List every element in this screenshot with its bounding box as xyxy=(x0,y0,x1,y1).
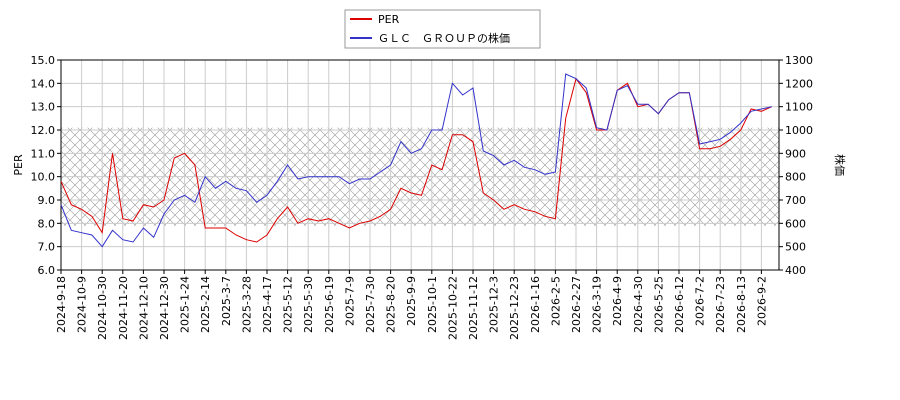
x-tick-label: 2026-3-19 xyxy=(591,276,604,333)
x-tick-label: 2025-7-30 xyxy=(364,276,377,333)
y2-tick-label: 800 xyxy=(785,171,806,184)
y2-tick-label: 1200 xyxy=(785,77,813,90)
y2-tick-label: 400 xyxy=(785,264,806,277)
y-tick-label: 8.0 xyxy=(38,217,56,230)
x-tick-label: 2024-9-18 xyxy=(55,276,68,333)
legend-label: ＧＬＣ ＧＲＯＵＰの株価 xyxy=(378,31,510,45)
y-tick-label: 10.0 xyxy=(31,171,56,184)
y2-tick-label: 900 xyxy=(785,147,806,160)
x-tick-label: 2025-8-20 xyxy=(385,276,398,333)
x-tick-label: 2025-5-12 xyxy=(282,276,295,333)
x-tick-label: 2025-6-19 xyxy=(323,276,336,333)
y-tick-label: 13.0 xyxy=(31,101,56,114)
x-tick-label: 2026-2-27 xyxy=(570,276,583,333)
y-tick-label: 12.0 xyxy=(31,124,56,137)
x-tick-label: 2025-9-9 xyxy=(405,276,418,326)
y2-tick-label: 500 xyxy=(785,241,806,254)
x-tick-label: 2025-2-14 xyxy=(199,276,212,333)
x-tick-label: 2026-8-13 xyxy=(735,276,748,333)
x-tick-label: 2026-4-30 xyxy=(632,276,645,333)
x-tick-label: 2025-5-30 xyxy=(302,276,315,333)
legend-box xyxy=(344,9,541,49)
x-tick-label: 2026-7-2 xyxy=(694,276,707,326)
y2-tick-label: 600 xyxy=(785,217,806,230)
y2-tick-label: 1000 xyxy=(785,124,813,137)
y2-tick-label: 1100 xyxy=(785,101,813,114)
x-tick-label: 2024-10-30 xyxy=(96,276,109,340)
x-tick-label: 2025-10-22 xyxy=(446,276,459,340)
y-tick-label: 14.0 xyxy=(31,77,56,90)
x-tick-label: 2025-12-23 xyxy=(508,276,521,340)
x-tick-label: 2026-6-12 xyxy=(673,276,686,333)
x-tick-label: 2026-2-5 xyxy=(549,276,562,326)
y-tick-label: 11.0 xyxy=(31,147,56,160)
x-tick-label: 2026-1-16 xyxy=(529,276,542,333)
x-tick-label: 2025-10-1 xyxy=(426,276,439,333)
series-line xyxy=(60,73,772,248)
legend-label: PER xyxy=(378,13,400,26)
x-tick-label: 2025-1-24 xyxy=(179,276,192,333)
plot-frame xyxy=(60,59,780,271)
x-tick-label: 2026-5-25 xyxy=(652,276,665,333)
x-tick-label: 2024-12-30 xyxy=(158,276,171,340)
x-tick-label: 2025-3-7 xyxy=(220,276,233,326)
x-tick-label: 2024-11-20 xyxy=(117,276,130,340)
x-tick-label: 2026-4-9 xyxy=(611,276,624,326)
x-tick-label: 2025-4-17 xyxy=(261,276,274,333)
x-tick-label: 2025-7-9 xyxy=(343,276,356,326)
y2-tick-label: 1300 xyxy=(785,54,813,67)
y2-tick-label: 700 xyxy=(785,194,806,207)
y-tick-label: 15.0 xyxy=(31,54,56,67)
y2-axis-label: 株価 xyxy=(833,154,847,176)
x-tick-label: 2026-9-2 xyxy=(755,276,768,326)
x-tick-label: 2025-3-28 xyxy=(240,276,253,333)
x-tick-label: 2024-10-9 xyxy=(76,276,89,333)
y-axis-label: PER xyxy=(12,154,25,176)
y-tick-label: 6.0 xyxy=(38,264,56,277)
x-tick-label: 2024-12-10 xyxy=(137,276,150,340)
x-tick-label: 2025-12-3 xyxy=(488,276,501,333)
y-tick-label: 7.0 xyxy=(38,241,56,254)
x-tick-label: 2026-7-23 xyxy=(714,276,727,333)
y-tick-label: 9.0 xyxy=(38,194,56,207)
x-tick-label: 2025-11-12 xyxy=(467,276,480,340)
